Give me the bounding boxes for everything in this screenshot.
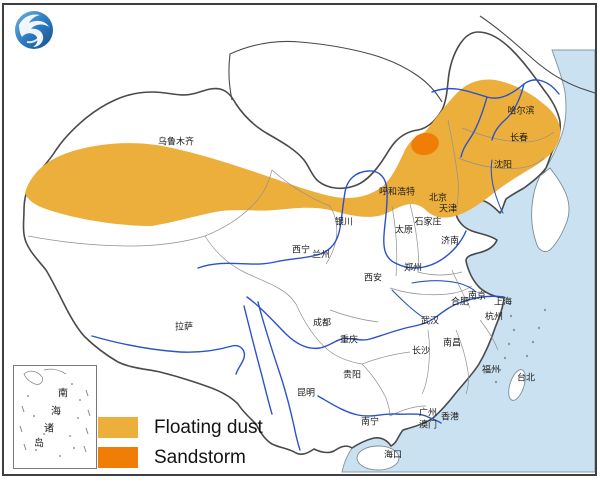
sandstorm-label: Sandstorm [154,446,246,468]
islands [356,167,570,471]
inset-map [19,368,91,457]
hainan-island [356,445,400,471]
inset-label-char: 海 [51,406,61,418]
floating-dust-swatch [98,417,138,438]
china-national-border [22,31,561,456]
sandstorm-swatch [98,447,138,468]
inset-label-char: 南 [58,388,68,400]
floating-dust-area [25,79,561,226]
meteorological-logo-icon [15,11,53,49]
floating-dust-label: Floating dust [154,416,263,438]
south-china-sea-inset: 南海诸岛 [13,365,97,469]
rivers [91,79,560,451]
sandstorm-area [411,132,439,156]
legend-item-floating-dust: Floating dust [98,417,263,438]
inset-label-char: 诸 [44,423,54,435]
legend-item-sandstorm: Sandstorm [98,447,263,468]
korea-peninsula [531,167,570,253]
legend: Floating dust Sandstorm [98,417,263,477]
taiwan-island [508,369,526,401]
inset-label-char: 岛 [34,438,44,450]
province-borders [27,119,555,417]
